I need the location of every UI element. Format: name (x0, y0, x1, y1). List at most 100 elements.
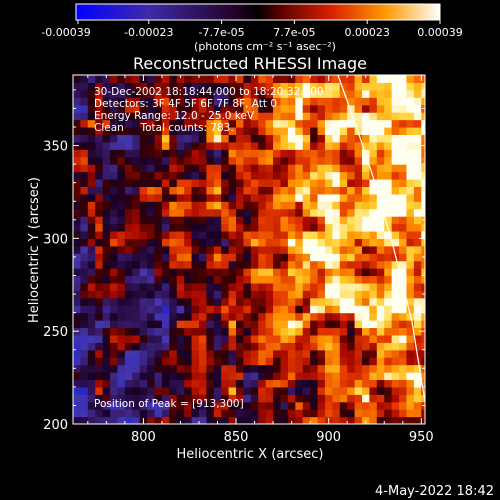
heatmap-cell (347, 208, 356, 217)
heatmap-cell (147, 156, 156, 165)
heatmap-cell (132, 320, 141, 329)
heatmap-cell (317, 327, 326, 336)
heatmap-cell (132, 342, 141, 351)
heatmap-cell (139, 134, 148, 143)
heatmap-cell (391, 409, 400, 418)
heatmap-cell (258, 268, 267, 277)
heatmap-cell (124, 282, 133, 291)
heatmap-cell (236, 342, 245, 351)
heatmap-cell (236, 379, 245, 388)
heatmap-cell (87, 223, 96, 232)
heatmap-cell (258, 156, 267, 165)
heatmap-cell (236, 357, 245, 366)
heatmap-cell (302, 164, 311, 173)
heatmap-cell (87, 245, 96, 254)
heatmap-cell (221, 141, 230, 150)
heatmap-cell (324, 357, 333, 366)
heatmap-cell (124, 394, 133, 403)
heatmap-cell (102, 134, 111, 143)
heatmap-cell (339, 193, 348, 202)
heatmap-cell (95, 75, 104, 84)
heatmap-cell (87, 357, 96, 366)
heatmap-cell (154, 282, 163, 291)
heatmap-cell (132, 394, 141, 403)
heatmap-cell (147, 409, 156, 418)
heatmap-cell (191, 223, 200, 232)
heatmap-cell (413, 305, 422, 314)
heatmap-cell (324, 141, 333, 150)
heatmap-cell (147, 342, 156, 351)
heatmap-cell (73, 379, 82, 388)
heatmap-cell (198, 164, 207, 173)
heatmap-cell (87, 97, 96, 106)
heatmap-cell (324, 89, 333, 98)
heatmap-cell (310, 268, 319, 277)
heatmap-cell (287, 334, 296, 343)
heatmap-cell (110, 193, 119, 202)
heatmap-cell (198, 342, 207, 351)
heatmap-cell (243, 171, 252, 180)
heatmap-cell (213, 82, 222, 91)
heatmap-cell (221, 89, 230, 98)
heatmap-cell (369, 275, 378, 284)
heatmap-cell (265, 297, 274, 306)
heatmap-cell (265, 416, 274, 424)
heatmap-cell (421, 409, 425, 418)
heatmap-cell (117, 401, 126, 410)
heatmap-cell (87, 297, 96, 306)
heatmap-cell (80, 416, 89, 424)
heatmap-cell (295, 238, 304, 247)
heatmap-cell (339, 334, 348, 343)
heatmap-cell (73, 364, 82, 373)
heatmap-cell (406, 253, 415, 262)
heatmap-cell (87, 149, 96, 158)
heatmap-cell (258, 223, 267, 232)
heatmap-cell (265, 290, 274, 299)
heatmap-cell (332, 193, 341, 202)
heatmap-cell (154, 312, 163, 321)
heatmap-cell (243, 334, 252, 343)
heatmap-cell (295, 386, 304, 395)
heatmap-cell (347, 349, 356, 358)
heatmap-cell (280, 186, 289, 195)
heatmap-cell (273, 416, 282, 424)
heatmap-cell (73, 386, 82, 395)
heatmap-cell (265, 89, 274, 98)
heatmap-cell (124, 178, 133, 187)
heatmap-cell (206, 416, 215, 424)
heatmap-cell (124, 342, 133, 351)
heatmap-cell (161, 171, 170, 180)
heatmap-cell (236, 134, 245, 143)
heatmap-cell (110, 327, 119, 336)
heatmap-cell (265, 126, 274, 136)
heatmap-cell (117, 334, 126, 343)
heatmap-cell (250, 156, 259, 165)
heatmap-cell (347, 97, 356, 106)
heatmap-cell (295, 97, 304, 106)
heatmap-cell (295, 149, 304, 158)
heatmap-cell (280, 305, 289, 314)
heatmap-cell (399, 245, 408, 254)
heatmap-cell (317, 186, 326, 195)
heatmap-cell (369, 327, 378, 336)
heatmap-cell (161, 349, 170, 358)
heatmap-cell (206, 104, 215, 113)
heatmap-cell (213, 334, 222, 343)
heatmap-cell (124, 275, 133, 284)
heatmap-cell (206, 75, 215, 84)
heatmap-cell (191, 178, 200, 187)
heatmap-cell (73, 186, 82, 195)
heatmap-cell (87, 89, 96, 98)
heatmap-cell (280, 372, 289, 381)
heatmap-cell (310, 216, 319, 225)
heatmap-cell (406, 97, 415, 106)
heatmap-cell (287, 386, 296, 395)
heatmap-cell (206, 401, 215, 410)
heatmap-cell (73, 178, 82, 187)
heatmap-cell (287, 134, 296, 143)
heatmap-cell (332, 253, 341, 262)
heatmap-cell (317, 394, 326, 403)
heatmap-cell (280, 149, 289, 158)
heatmap-cell (147, 282, 156, 291)
heatmap-cell (265, 156, 274, 165)
